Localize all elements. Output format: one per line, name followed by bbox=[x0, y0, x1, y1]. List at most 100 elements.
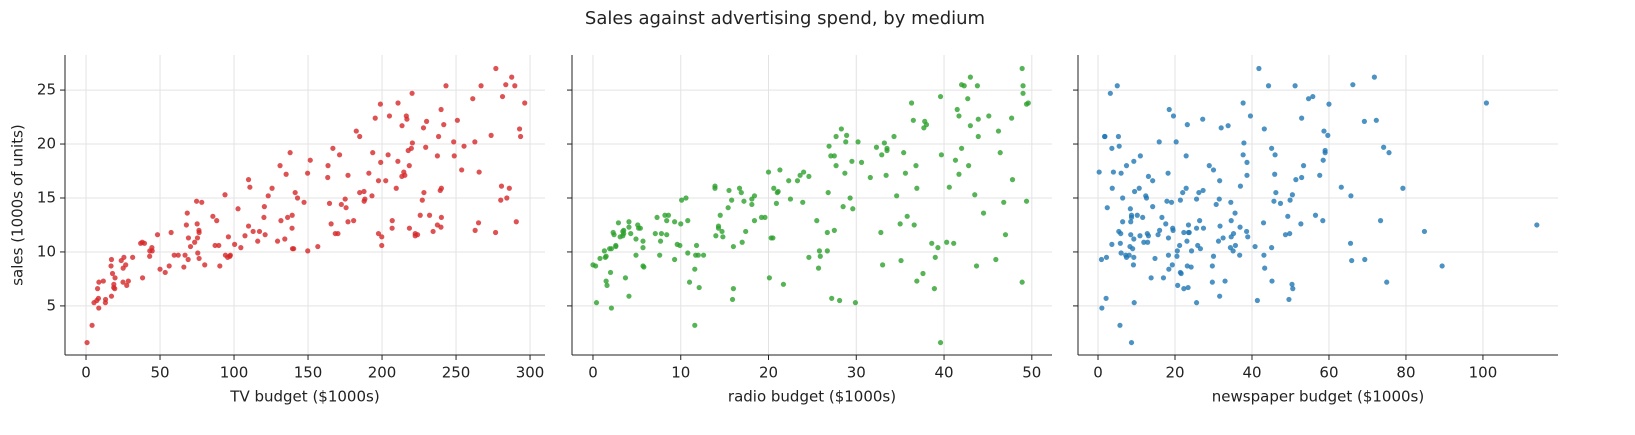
point bbox=[664, 232, 670, 238]
point bbox=[1160, 275, 1167, 281]
point bbox=[749, 196, 755, 202]
point bbox=[929, 240, 935, 246]
point bbox=[954, 106, 960, 113]
point bbox=[1286, 296, 1292, 303]
point bbox=[1290, 286, 1296, 292]
point bbox=[696, 284, 702, 291]
point bbox=[692, 266, 698, 272]
point bbox=[626, 219, 632, 225]
point bbox=[451, 139, 457, 145]
point bbox=[825, 189, 831, 196]
point bbox=[124, 282, 130, 288]
point bbox=[873, 144, 880, 150]
point bbox=[1298, 221, 1304, 227]
point bbox=[171, 252, 177, 258]
point bbox=[182, 252, 188, 258]
point bbox=[1227, 245, 1234, 251]
point bbox=[325, 174, 331, 181]
point bbox=[997, 150, 1003, 156]
point bbox=[1131, 254, 1137, 260]
point bbox=[202, 262, 208, 268]
point bbox=[1098, 256, 1105, 263]
x-tick-label: 40 bbox=[934, 364, 953, 382]
point bbox=[1271, 198, 1277, 204]
point bbox=[393, 185, 399, 191]
point bbox=[499, 93, 506, 100]
point bbox=[493, 65, 499, 72]
point bbox=[438, 106, 444, 113]
point bbox=[628, 230, 634, 237]
point bbox=[626, 224, 632, 230]
point bbox=[1168, 199, 1175, 205]
point bbox=[1020, 83, 1026, 89]
point bbox=[1134, 212, 1140, 218]
point bbox=[420, 125, 427, 131]
point bbox=[185, 235, 192, 241]
point bbox=[932, 254, 938, 260]
point bbox=[212, 242, 218, 249]
point bbox=[1166, 266, 1172, 272]
point bbox=[777, 167, 783, 173]
point bbox=[749, 201, 755, 208]
point bbox=[1145, 173, 1152, 180]
point bbox=[686, 279, 693, 285]
point bbox=[743, 228, 749, 235]
point bbox=[1136, 185, 1142, 191]
point bbox=[522, 100, 528, 106]
point bbox=[602, 254, 608, 260]
point bbox=[902, 170, 909, 176]
point bbox=[84, 339, 90, 346]
x-axis-label: newspaper budget ($1000s) bbox=[1212, 388, 1424, 406]
point bbox=[700, 252, 707, 258]
point bbox=[1165, 170, 1171, 176]
point bbox=[423, 144, 429, 150]
point bbox=[125, 278, 131, 284]
point bbox=[123, 262, 129, 268]
point bbox=[289, 246, 296, 252]
point bbox=[806, 173, 812, 180]
point bbox=[1237, 252, 1243, 258]
point bbox=[1109, 145, 1115, 151]
point bbox=[386, 113, 393, 119]
point bbox=[434, 153, 440, 159]
point bbox=[637, 225, 643, 231]
point bbox=[162, 269, 168, 276]
y-axis-label: sales (1000s of units) bbox=[9, 124, 27, 286]
point bbox=[1317, 172, 1323, 178]
point bbox=[800, 199, 806, 205]
point bbox=[1019, 65, 1025, 72]
point bbox=[274, 238, 281, 244]
point bbox=[715, 225, 722, 231]
points bbox=[590, 65, 1031, 346]
point bbox=[235, 206, 241, 212]
point bbox=[1232, 210, 1238, 216]
point bbox=[1109, 241, 1115, 247]
point bbox=[858, 159, 865, 165]
point bbox=[993, 256, 999, 263]
point bbox=[210, 213, 216, 219]
point bbox=[679, 197, 685, 203]
point bbox=[238, 245, 244, 251]
point bbox=[1159, 214, 1165, 221]
point bbox=[375, 178, 382, 184]
point bbox=[986, 113, 992, 119]
point bbox=[972, 192, 978, 198]
point bbox=[399, 123, 405, 129]
point bbox=[610, 229, 616, 236]
point bbox=[1243, 228, 1250, 235]
point bbox=[913, 163, 919, 169]
point bbox=[911, 222, 917, 228]
point bbox=[1178, 270, 1184, 277]
point bbox=[713, 233, 719, 239]
point bbox=[1020, 90, 1026, 96]
point bbox=[478, 83, 484, 89]
point bbox=[965, 96, 971, 102]
point bbox=[1177, 242, 1183, 249]
point bbox=[920, 270, 926, 277]
point bbox=[121, 254, 127, 260]
point bbox=[1116, 143, 1122, 149]
point bbox=[1009, 115, 1015, 121]
point bbox=[255, 238, 261, 244]
point bbox=[883, 172, 889, 178]
point bbox=[1245, 234, 1251, 240]
